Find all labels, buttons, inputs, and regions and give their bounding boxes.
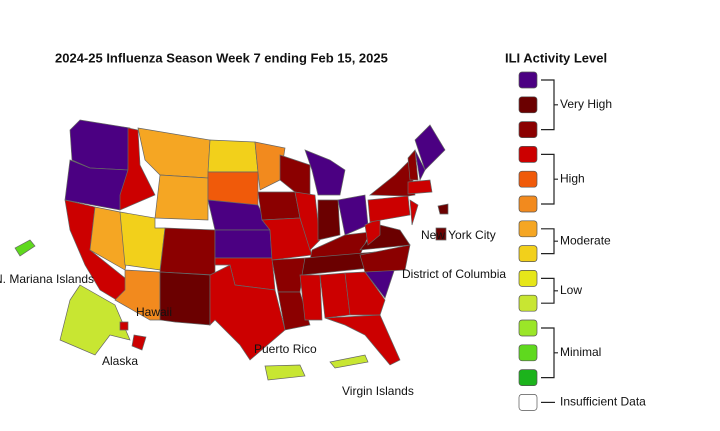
legend-label: Very High xyxy=(560,97,612,111)
legend-swatch xyxy=(518,294,538,312)
state xyxy=(414,149,426,182)
state xyxy=(261,217,313,261)
state xyxy=(367,195,411,223)
state xyxy=(131,334,147,351)
territory-label: Hawaii xyxy=(136,305,172,319)
state xyxy=(159,271,211,326)
state xyxy=(409,199,419,226)
state xyxy=(207,171,259,206)
territory-label: Virgin Islands xyxy=(342,384,414,398)
state xyxy=(137,127,211,179)
state xyxy=(59,284,131,356)
state xyxy=(437,203,449,215)
state xyxy=(69,119,131,171)
legend-swatch xyxy=(518,319,538,337)
state xyxy=(264,364,306,381)
state xyxy=(279,154,311,196)
legend-swatch xyxy=(518,344,538,362)
state xyxy=(299,274,323,321)
legend-label: Minimal xyxy=(560,345,601,359)
state xyxy=(214,229,273,259)
state xyxy=(14,239,36,257)
legend-swatch xyxy=(518,220,538,238)
legend-swatch xyxy=(518,146,538,163)
states xyxy=(14,119,449,381)
state xyxy=(407,179,433,195)
legend-label: Low xyxy=(560,283,582,297)
state xyxy=(304,149,346,196)
state xyxy=(324,314,401,366)
state xyxy=(254,141,286,191)
territory-label: New York City xyxy=(421,228,496,242)
state xyxy=(119,211,166,271)
legend-swatch xyxy=(518,270,538,287)
state xyxy=(317,199,341,241)
legend-bracket xyxy=(541,327,558,379)
state xyxy=(154,174,209,221)
state xyxy=(119,127,156,211)
territory-label: N. Mariana Islands xyxy=(0,272,94,286)
state xyxy=(407,149,419,181)
state xyxy=(359,244,411,273)
state xyxy=(329,354,369,369)
legend-title: ILI Activity Level xyxy=(505,50,607,65)
territory-label: Alaska xyxy=(102,354,138,368)
state xyxy=(277,291,311,331)
legend-bracket xyxy=(541,79,558,131)
legend-bracket xyxy=(541,277,558,304)
map-title: 2024-25 Influenza Season Week 7 ending F… xyxy=(55,50,388,65)
legend-swatch xyxy=(518,71,538,89)
legend-label: Moderate xyxy=(560,233,611,247)
territory-label: Puerto Rico xyxy=(254,342,317,356)
legend-swatch xyxy=(518,121,538,138)
legend-swatch xyxy=(518,369,538,386)
legend-swatch xyxy=(518,394,538,411)
state xyxy=(294,191,321,251)
state xyxy=(257,191,301,221)
state xyxy=(414,124,446,171)
state xyxy=(344,271,386,316)
state xyxy=(337,194,369,236)
legend-swatch xyxy=(518,245,538,262)
legend-bracket xyxy=(541,228,558,255)
legend-swatch xyxy=(518,96,538,114)
legend-swatch xyxy=(518,170,538,188)
legend-bracket xyxy=(541,153,558,205)
state xyxy=(207,139,259,173)
state xyxy=(159,227,216,276)
legend-label: High xyxy=(560,171,585,185)
territory-label: District of Columbia xyxy=(402,267,506,281)
state xyxy=(209,264,286,361)
legend: Very High High Moderate Low Minimal Insuffici… xyxy=(518,71,646,411)
legend-swatch xyxy=(518,195,538,213)
legend-label: Insufficient Data xyxy=(560,395,646,409)
state xyxy=(119,321,129,331)
state xyxy=(435,227,447,241)
